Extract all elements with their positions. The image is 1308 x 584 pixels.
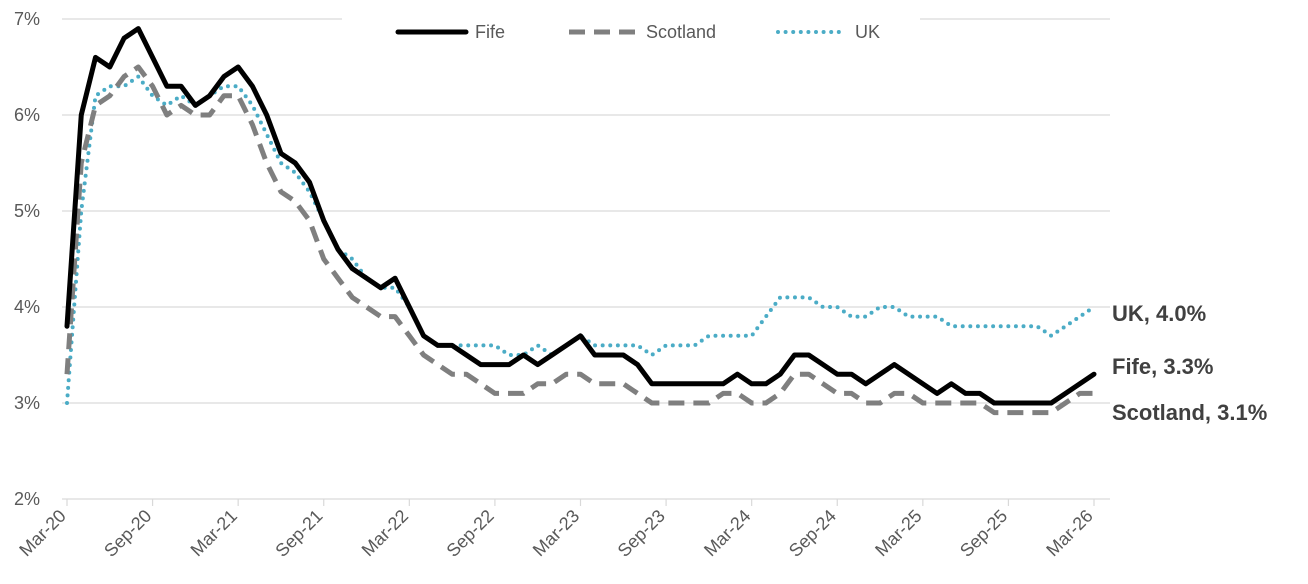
x-axis-ticks	[66, 499, 1095, 506]
y-tick-label: 4%	[14, 297, 40, 317]
x-tick-label: Mar-24	[700, 506, 754, 560]
x-tick-label: Sep-20	[100, 506, 155, 561]
y-tick-label: 3%	[14, 393, 40, 413]
y-tick-label: 7%	[14, 9, 40, 29]
end-label-uk: UK, 4.0%	[1112, 301, 1206, 326]
series-line-scotland	[64, 64, 1094, 416]
end-label-fife: Fife, 3.3%	[1112, 354, 1213, 379]
y-tick-label: 5%	[14, 201, 40, 221]
x-tick-label: Sep-23	[614, 506, 669, 561]
legend-label-fife: Fife	[475, 22, 505, 42]
x-tick-label: Mar-25	[871, 506, 925, 560]
y-tick-label: 6%	[14, 105, 40, 125]
legend-label-uk: UK	[855, 22, 880, 42]
end-label-scotland: Scotland, 3.1%	[1112, 400, 1267, 425]
x-tick-label: Mar-26	[1042, 506, 1096, 560]
y-axis-labels: 2% 3% 4% 5% 6% 7%	[14, 9, 40, 509]
x-tick-label: Mar-21	[187, 506, 241, 560]
x-tick-label: Mar-22	[358, 506, 412, 560]
x-tick-label: Sep-24	[785, 506, 840, 561]
x-tick-label: Mar-20	[15, 506, 69, 560]
x-tick-label: Mar-23	[529, 506, 583, 560]
series-line-fife	[64, 26, 1097, 406]
x-tick-label: Sep-21	[271, 506, 326, 561]
end-labels: Fife, 3.3% Scotland, 3.1% UK, 4.0%	[1112, 301, 1267, 425]
y-tick-label: 2%	[14, 489, 40, 509]
series-line-uk	[65, 74, 1096, 405]
x-tick-label: Sep-22	[443, 506, 498, 561]
legend: Fife Scotland UK	[395, 22, 880, 42]
x-tick-label: Sep-25	[956, 506, 1011, 561]
legend-label-scotland: Scotland	[646, 22, 716, 42]
series-lines	[64, 26, 1097, 416]
x-axis-labels: Mar-20 Sep-20 Mar-21 Sep-21 Mar-22 Sep-22 Mar-…	[15, 506, 1096, 561]
